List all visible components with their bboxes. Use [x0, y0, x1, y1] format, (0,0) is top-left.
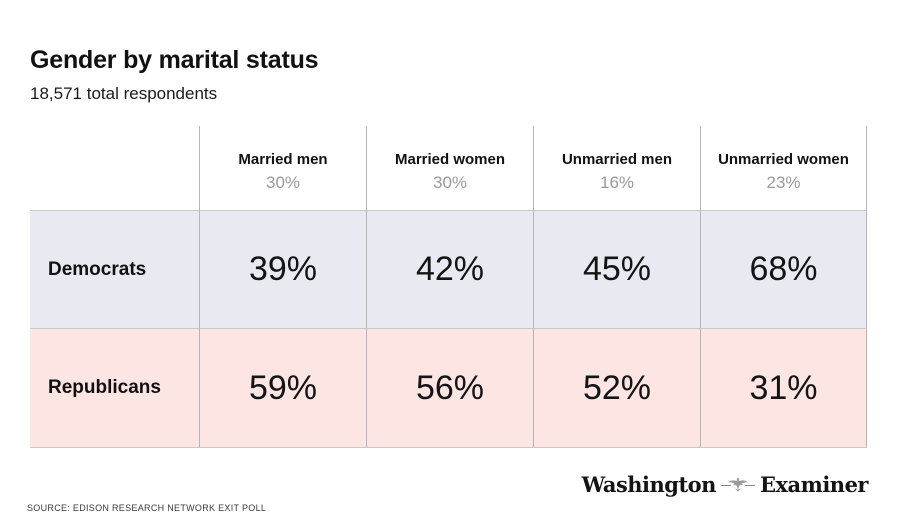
brand-word-examiner: Examiner [759, 472, 869, 497]
republicans-married-women-value: 56% [366, 328, 533, 447]
page-title: Gender by marital status [30, 46, 319, 74]
source-note: SOURCE: EDISON RESEARCH NETWORK EXIT POL… [27, 503, 267, 513]
col-share: 30% [432, 173, 468, 192]
corner-spacer-cell [30, 126, 199, 210]
republicans-unmarried-men-value: 52% [533, 328, 700, 447]
row-label-republicans: Republicans [30, 328, 199, 447]
col-label: Married women [394, 151, 506, 168]
democrats-unmarried-women-value: 68% [700, 210, 867, 328]
col-share: 23% [766, 173, 801, 192]
col-label: Married men [238, 151, 328, 168]
data-table: Married men 30% Married women 30% Unmarr… [30, 126, 867, 448]
col-label: Unmarried women [718, 151, 849, 168]
republicans-married-men-value: 59% [199, 328, 366, 447]
washington-examiner-logo: Washington Examiner [581, 472, 869, 497]
row-label-democrats: Democrats [30, 210, 199, 328]
col-header-unmarried-women: Unmarried women 23% [700, 126, 867, 210]
eagle-icon [720, 476, 755, 494]
col-label: Unmarried men [561, 151, 673, 168]
democrats-unmarried-men-value: 45% [533, 210, 700, 328]
democrats-married-women-value: 42% [366, 210, 533, 328]
col-header-married-men: Married men 30% [199, 126, 366, 210]
col-share: 16% [599, 173, 635, 192]
page-subtitle: 18,571 total respondents [30, 84, 218, 103]
col-header-married-women: Married women 30% [366, 126, 533, 210]
col-share: 30% [265, 173, 301, 192]
democrats-married-men-value: 39% [199, 210, 366, 328]
col-header-unmarried-men: Unmarried men 16% [533, 126, 700, 210]
republicans-unmarried-women-value: 31% [700, 328, 867, 447]
brand-word-washington: Washington [581, 472, 717, 497]
